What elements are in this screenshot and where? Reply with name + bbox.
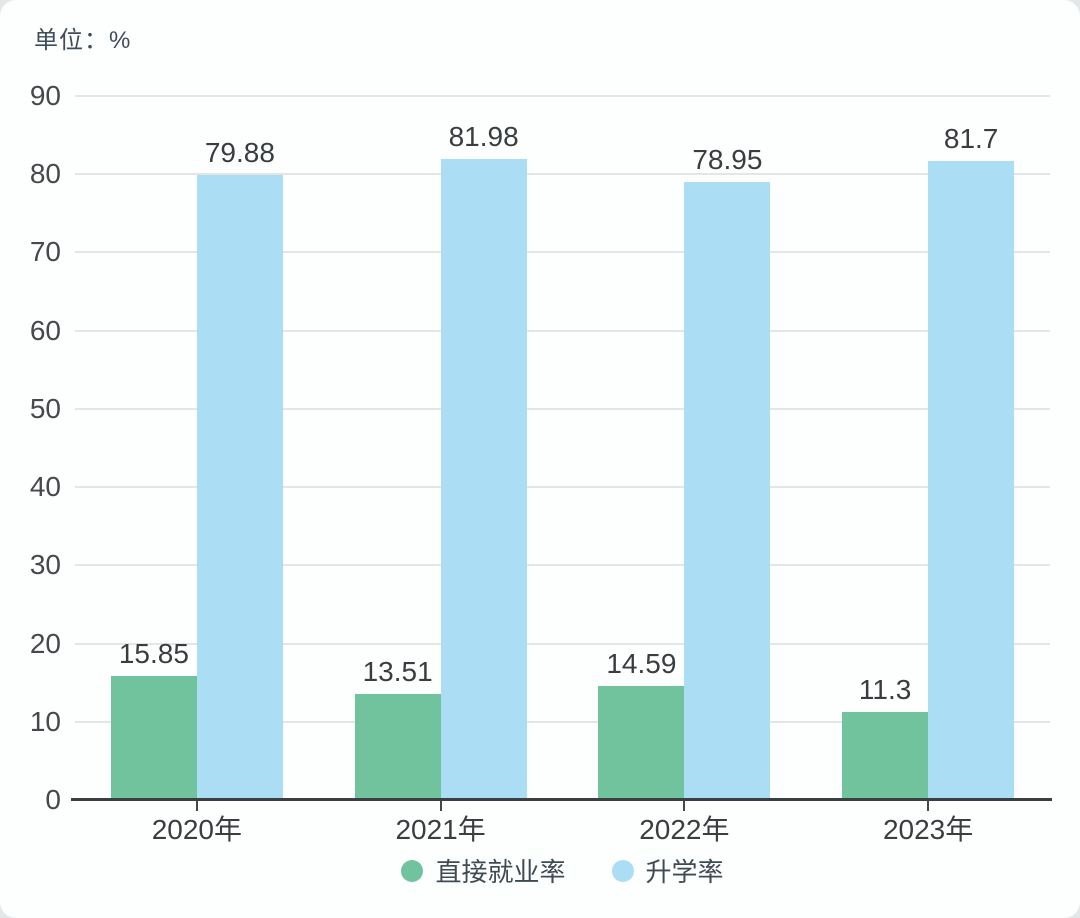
y-axis-tick-label-80: 80 xyxy=(29,158,61,190)
legend-swatch-direct-employment-icon xyxy=(401,859,424,882)
bar-further-education-rate xyxy=(196,175,283,800)
gridline-70 xyxy=(75,251,1050,254)
y-axis-tick-label-0: 0 xyxy=(45,784,61,815)
x-axis-line xyxy=(71,798,1052,801)
legend-label-further-education-rate: 升学率 xyxy=(645,857,724,887)
bar-further-education-rate xyxy=(928,160,1015,800)
legend-label-direct-employment-rate: 直接就业率 xyxy=(435,857,566,887)
y-axis-tick-label-20: 20 xyxy=(29,627,61,659)
bar-further-education-rate xyxy=(440,158,527,800)
bar-further-education-rate xyxy=(684,182,771,800)
gridline-40 xyxy=(75,486,1050,489)
gridline-20 xyxy=(75,642,1050,645)
bar-value-label: 81.98 xyxy=(448,120,519,152)
gridline-10 xyxy=(75,720,1050,723)
x-axis-category-label: 2020年 xyxy=(151,814,243,845)
y-axis-tick-label-40: 40 xyxy=(29,471,61,503)
gridline-80 xyxy=(75,173,1050,176)
y-axis-tick-label-90: 90 xyxy=(29,80,61,111)
bar-value-label: 15.85 xyxy=(118,638,189,670)
x-axis-tick-2020年 xyxy=(195,800,198,811)
x-axis-tick-2023年 xyxy=(927,800,930,811)
bar-value-label: 81.7 xyxy=(943,122,999,154)
x-axis-tick-2021年 xyxy=(439,800,442,811)
bar-value-label: 11.3 xyxy=(858,673,912,705)
bar-direct-employment-rate xyxy=(354,694,441,800)
y-axis-tick-label-60: 60 xyxy=(29,314,61,346)
x-axis-category-label: 2023年 xyxy=(882,814,974,845)
bar-direct-employment-rate xyxy=(842,711,929,800)
bar-value-label: 79.88 xyxy=(204,137,275,169)
legend-item-further-education-rate[interactable]: 升学率 xyxy=(611,852,724,889)
gridline-60 xyxy=(75,329,1050,332)
y-axis-tick-label-70: 70 xyxy=(29,236,61,268)
y-axis-tick-label-10: 10 xyxy=(29,705,61,737)
bar-direct-employment-rate xyxy=(598,685,685,800)
bar-value-label: 14.59 xyxy=(606,647,677,679)
y-axis-unit-label: 单位：% xyxy=(34,27,132,54)
y-axis-tick-label-30: 30 xyxy=(29,549,61,581)
bar-value-label: 13.51 xyxy=(362,656,433,688)
x-axis-tick-2022年 xyxy=(683,800,686,811)
gridline-90 xyxy=(75,95,1050,97)
bar-direct-employment-rate xyxy=(110,676,197,800)
legend-swatch-further-education-icon xyxy=(611,859,634,882)
x-axis-category-label: 2021年 xyxy=(395,814,486,845)
bar-value-label: 78.95 xyxy=(692,144,763,176)
gridline-30 xyxy=(75,564,1050,567)
y-axis-tick-label-50: 50 xyxy=(29,392,61,424)
x-axis-category-label: 2022年 xyxy=(639,814,730,845)
legend-item-direct-employment-rate[interactable]: 直接就业率 xyxy=(401,852,566,889)
gridline-50 xyxy=(75,407,1050,410)
legend: 直接就业率 升学率 xyxy=(75,852,1050,889)
